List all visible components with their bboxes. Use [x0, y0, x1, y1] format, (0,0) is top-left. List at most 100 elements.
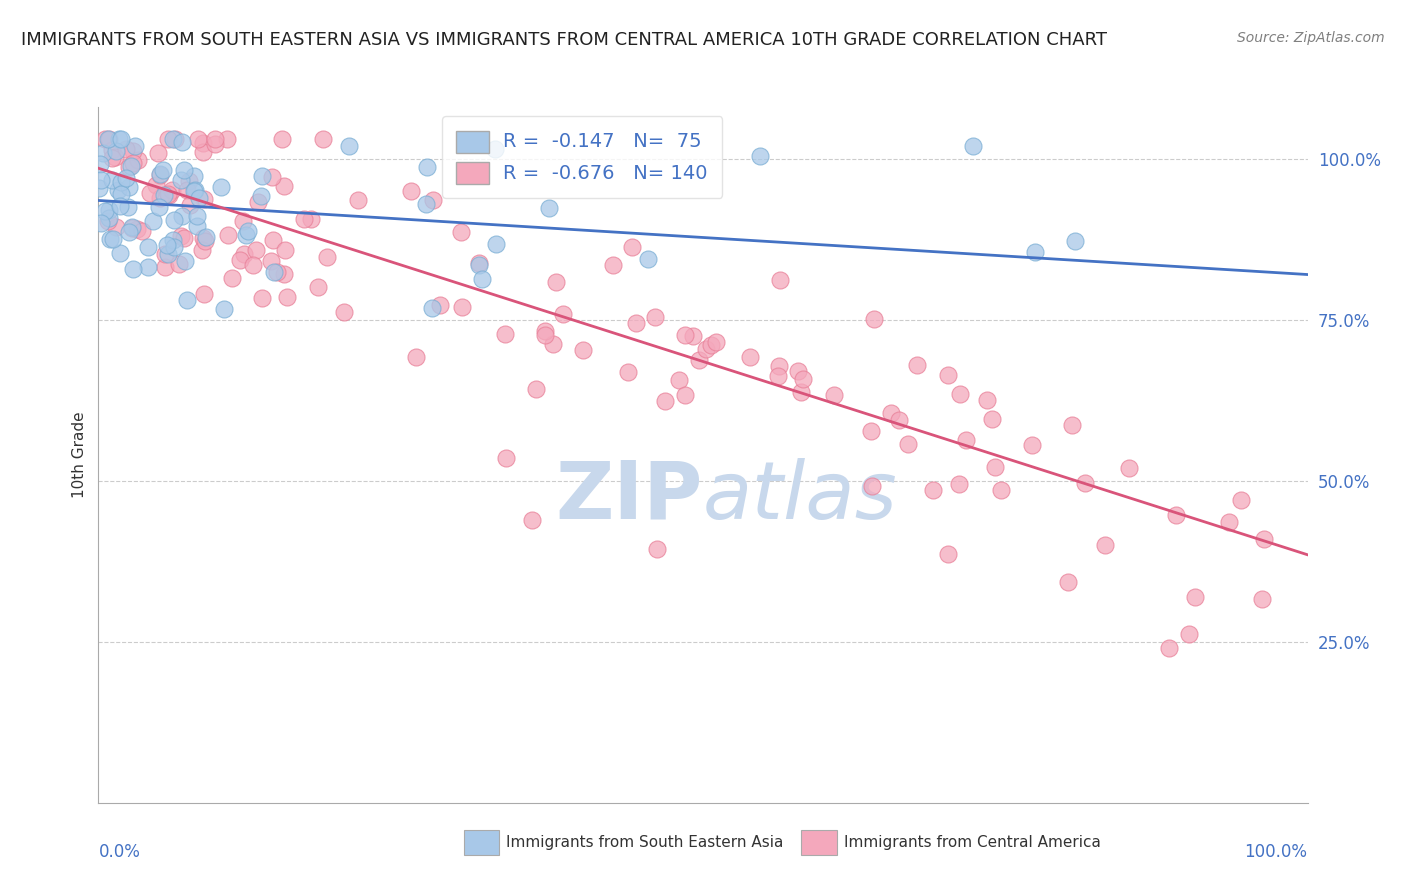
Point: [101, 232, 124, 246]
Point: [247, 194, 270, 209]
Point: [162, 132, 184, 146]
Point: [187, 191, 209, 205]
Point: [193, 286, 215, 301]
Text: Immigrants from South Eastern Asia: Immigrants from South Eastern Asia: [506, 835, 783, 849]
Point: [495, 450, 517, 465]
Point: [101, 151, 124, 165]
Point: [191, 136, 214, 150]
Point: [880, 406, 903, 420]
Point: [471, 272, 494, 286]
Point: [467, 259, 489, 273]
Point: [1251, 592, 1274, 607]
Point: [121, 156, 143, 170]
Point: [823, 387, 845, 401]
Point: [186, 219, 208, 233]
Point: [179, 198, 201, 212]
Point: [172, 210, 194, 224]
Point: [637, 252, 659, 266]
Legend: R =  -0.147   N=  75, R =  -0.676   N= 140: R = -0.147 N= 75, R = -0.676 N= 140: [441, 116, 723, 198]
Point: [262, 170, 284, 185]
Point: [89, 157, 111, 171]
Point: [981, 412, 1004, 426]
Point: [204, 132, 226, 146]
Point: [149, 167, 172, 181]
Point: [214, 302, 236, 317]
Point: [165, 132, 187, 146]
Point: [90, 216, 112, 230]
Point: [118, 160, 141, 174]
Point: [87, 181, 110, 195]
Point: [274, 243, 297, 257]
Point: [96, 214, 118, 228]
Point: [273, 179, 295, 194]
Point: [160, 183, 183, 197]
Point: [176, 293, 198, 308]
Point: [152, 188, 174, 202]
Point: [215, 132, 238, 146]
Point: [450, 225, 472, 239]
Point: [117, 201, 139, 215]
Point: [484, 142, 506, 156]
Point: [232, 213, 254, 227]
Point: [860, 479, 883, 493]
Point: [177, 174, 200, 188]
Point: [262, 233, 284, 247]
Point: [148, 200, 170, 214]
Point: [163, 212, 186, 227]
Point: [245, 243, 267, 257]
Point: [156, 132, 179, 146]
Text: 0.0%: 0.0%: [98, 843, 141, 861]
Point: [121, 220, 143, 235]
Point: [704, 334, 727, 349]
Point: [221, 271, 243, 285]
Point: [176, 183, 198, 197]
Point: [1024, 244, 1046, 259]
Point: [170, 229, 193, 244]
Point: [768, 359, 790, 374]
Point: [700, 337, 723, 351]
Point: [749, 149, 772, 163]
Point: [467, 256, 489, 270]
Point: [233, 247, 256, 261]
Point: [654, 394, 676, 409]
Point: [183, 184, 205, 198]
Point: [546, 275, 568, 289]
Text: atlas: atlas: [703, 458, 898, 536]
Point: [217, 228, 239, 243]
Point: [173, 231, 195, 245]
Point: [174, 254, 197, 268]
Point: [146, 145, 169, 160]
Point: [673, 388, 696, 402]
Point: [315, 250, 337, 264]
Point: [399, 184, 422, 198]
Point: [617, 365, 640, 379]
Point: [859, 424, 882, 438]
Point: [97, 132, 120, 146]
Point: [422, 301, 444, 315]
Point: [204, 136, 226, 151]
Point: [955, 433, 977, 447]
Point: [682, 329, 704, 343]
Point: [110, 245, 132, 260]
Point: [124, 139, 146, 153]
Point: [405, 350, 427, 364]
Point: [156, 247, 179, 261]
Point: [260, 254, 283, 268]
Point: [571, 343, 593, 357]
Point: [1164, 508, 1187, 522]
Text: Immigrants from Central America: Immigrants from Central America: [844, 835, 1101, 849]
Point: [159, 188, 181, 202]
Point: [107, 183, 129, 197]
Point: [236, 224, 259, 238]
Point: [936, 547, 959, 561]
Point: [948, 476, 970, 491]
Point: [887, 412, 910, 426]
Point: [1184, 591, 1206, 605]
Point: [949, 387, 972, 401]
Point: [209, 180, 232, 194]
Point: [152, 162, 174, 177]
Point: [534, 324, 557, 338]
Point: [118, 225, 141, 239]
Point: [145, 178, 167, 193]
Point: [110, 132, 132, 146]
